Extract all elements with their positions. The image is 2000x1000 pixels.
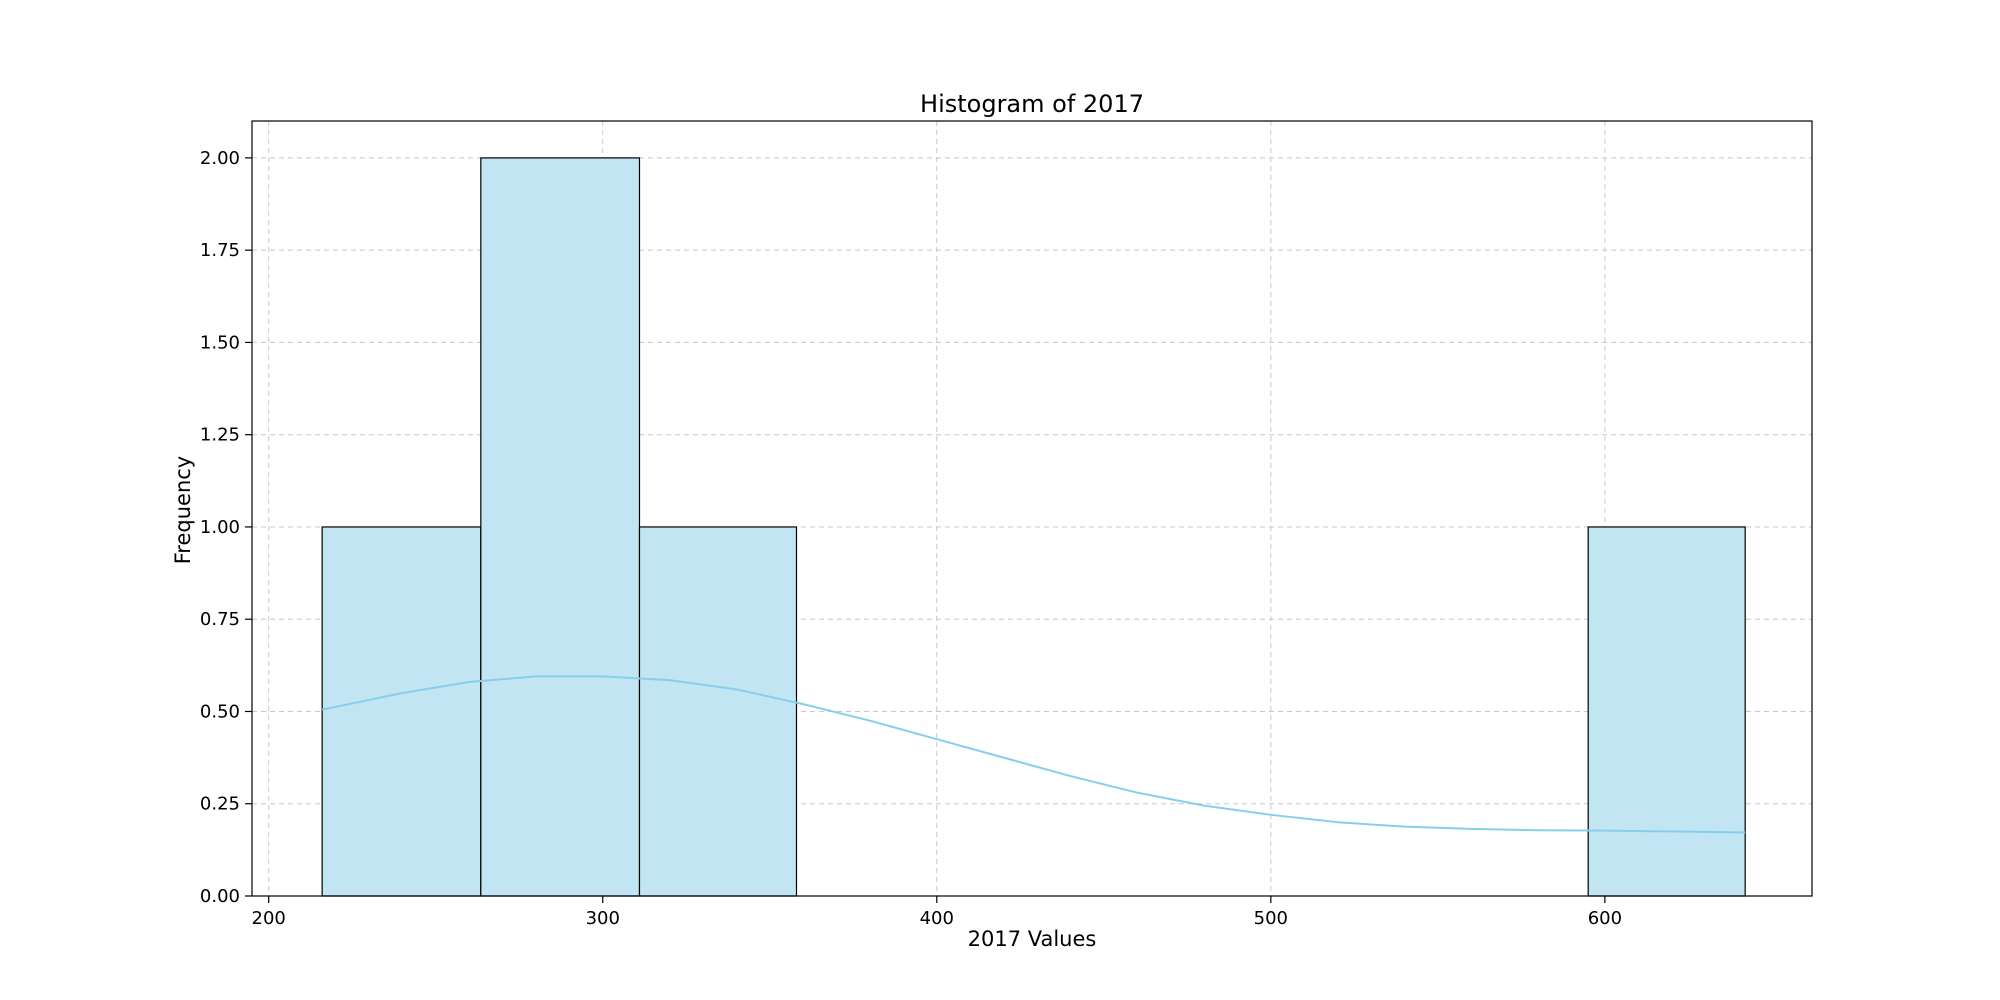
x-axis-label: 2017 Values (968, 927, 1097, 951)
y-tick-label: 0.50 (200, 701, 240, 722)
y-tick-label: 2.00 (200, 148, 240, 169)
histogram-bar (480, 157, 641, 897)
bars-layer (321, 157, 1746, 897)
x-tick-label: 600 (1588, 908, 1622, 929)
x-tick-label: 400 (920, 908, 954, 929)
y-axis: 0.00 0.25 0.50 0.75 1.00 1.25 1.50 1.75 2.00 (200, 148, 252, 907)
y-tick-label: 0.00 (200, 886, 240, 907)
histogram-bar (321, 526, 482, 897)
x-tick-label: 500 (1254, 908, 1288, 929)
histogram-bar (638, 526, 798, 897)
chart-title: Histogram of 2017 (920, 90, 1144, 118)
plot-frame (251, 120, 1813, 897)
x-axis: 200 300 400 500 600 (252, 896, 1622, 929)
y-tick-label: 1.50 (200, 332, 240, 353)
x-tick-label: 300 (586, 908, 620, 929)
histogram-bar (1587, 526, 1746, 897)
y-axis-label: Frequency (171, 456, 195, 565)
x-tick-label: 200 (252, 908, 286, 929)
y-tick-label: 1.75 (200, 240, 240, 261)
y-tick-label: 0.25 (200, 794, 240, 815)
y-tick-label: 0.75 (200, 609, 240, 630)
kde-layer (321, 675, 1746, 834)
kde-curve (321, 675, 1746, 834)
y-tick-label: 1.25 (200, 425, 240, 446)
y-tick-label: 1.00 (200, 517, 240, 538)
